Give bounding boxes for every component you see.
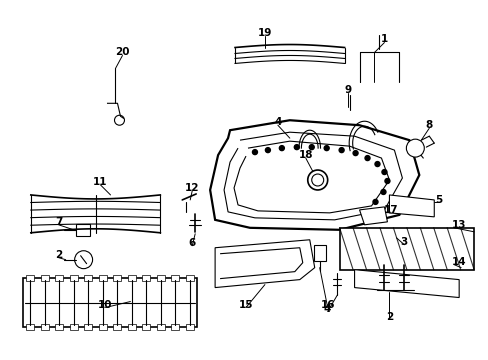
Bar [171, 275, 179, 280]
Bar [185, 275, 194, 280]
Circle shape [380, 189, 385, 194]
Text: 12: 12 [184, 183, 199, 193]
Circle shape [114, 115, 124, 125]
Bar [55, 275, 63, 280]
Bar [76, 224, 89, 236]
Circle shape [252, 150, 257, 154]
Bar [171, 324, 179, 330]
Bar [127, 324, 136, 330]
Text: 9: 9 [344, 85, 350, 95]
Bar [113, 275, 121, 280]
Text: 8: 8 [425, 120, 432, 130]
Circle shape [381, 170, 386, 175]
Circle shape [311, 174, 323, 186]
Circle shape [352, 150, 357, 156]
Bar [26, 275, 34, 280]
Text: 15: 15 [238, 300, 253, 310]
Text: 13: 13 [451, 220, 466, 230]
Bar [185, 324, 194, 330]
Bar [127, 275, 136, 280]
Circle shape [265, 148, 270, 153]
Circle shape [384, 179, 389, 184]
Circle shape [364, 156, 369, 161]
Text: 4: 4 [274, 117, 281, 127]
Circle shape [372, 199, 377, 204]
Bar [70, 275, 78, 280]
Circle shape [307, 170, 327, 190]
Polygon shape [210, 120, 419, 230]
Circle shape [374, 162, 379, 167]
Text: 1: 1 [380, 33, 387, 44]
Text: 11: 11 [93, 177, 107, 187]
Bar [313, 245, 325, 261]
Text: 10: 10 [98, 300, 113, 310]
Text: 2: 2 [55, 250, 62, 260]
Bar [23, 278, 197, 328]
Bar [55, 324, 63, 330]
Bar [99, 324, 106, 330]
Bar [84, 275, 92, 280]
Bar [99, 275, 106, 280]
Circle shape [324, 146, 328, 150]
Text: 3: 3 [400, 237, 407, 247]
Bar [113, 324, 121, 330]
Bar [157, 275, 164, 280]
Bar [41, 275, 48, 280]
Bar [26, 324, 34, 330]
Bar [41, 324, 48, 330]
Bar [142, 324, 150, 330]
Text: 19: 19 [257, 28, 271, 37]
Text: 20: 20 [115, 48, 129, 58]
Text: 5: 5 [435, 195, 442, 205]
Text: 7: 7 [55, 217, 62, 227]
Polygon shape [215, 240, 314, 288]
Circle shape [339, 148, 344, 153]
Polygon shape [388, 195, 433, 217]
Circle shape [75, 251, 92, 269]
Circle shape [406, 139, 424, 157]
Bar [157, 324, 164, 330]
Circle shape [294, 145, 299, 150]
Bar [142, 275, 150, 280]
Polygon shape [359, 207, 386, 225]
Text: 16: 16 [320, 300, 334, 310]
Text: 18: 18 [298, 150, 312, 160]
Polygon shape [354, 270, 458, 298]
Bar [70, 324, 78, 330]
Circle shape [308, 145, 314, 150]
Circle shape [279, 146, 284, 150]
Text: 4: 4 [324, 305, 331, 315]
Text: 17: 17 [384, 205, 398, 215]
Bar [84, 324, 92, 330]
Bar [339, 228, 473, 270]
Text: 14: 14 [451, 257, 466, 267]
Text: 6: 6 [188, 238, 195, 248]
Text: 2: 2 [385, 312, 392, 323]
